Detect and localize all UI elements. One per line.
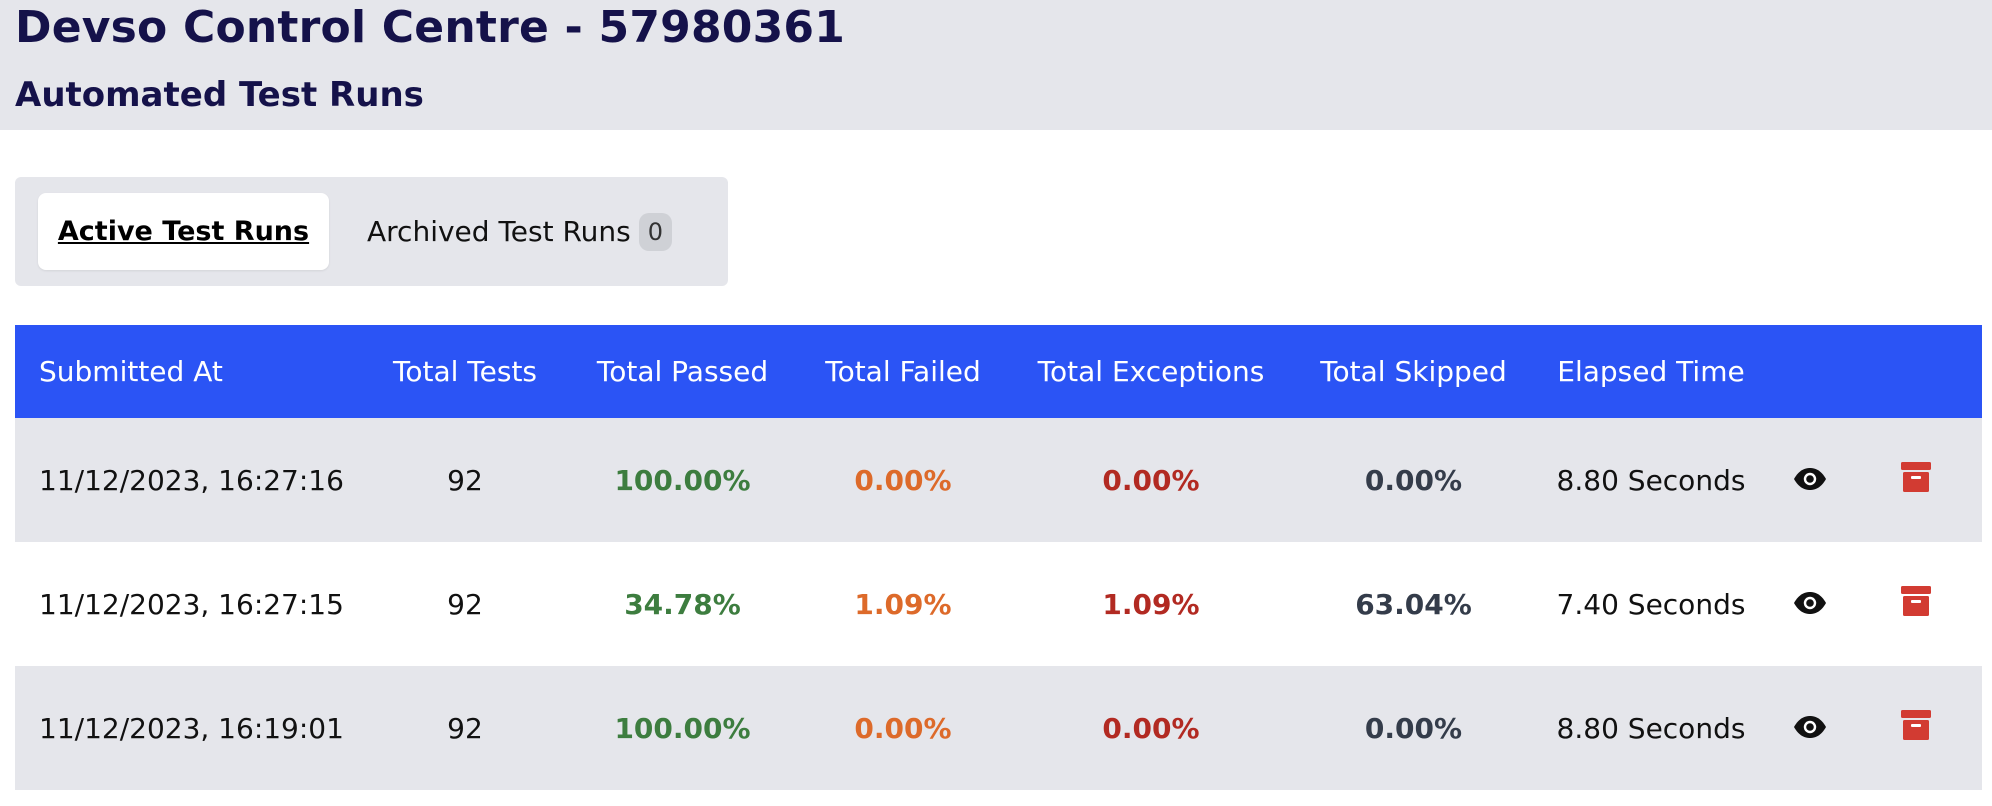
column-header-elapsed-time[interactable]: Elapsed Time bbox=[1557, 355, 1745, 388]
cell-submitted-at: 11/12/2023, 16:19:01 bbox=[39, 711, 344, 745]
column-header-total-tests[interactable]: Total Tests bbox=[392, 355, 538, 388]
tab-bar: Active Test Runs Archived Test Runs 0 bbox=[15, 177, 728, 286]
eye-icon[interactable] bbox=[1793, 591, 1827, 614]
cell-total-tests: 92 bbox=[447, 587, 483, 621]
cell-total-tests: 92 bbox=[447, 463, 483, 497]
app-title: Devso Control Centre - 57980361 bbox=[15, 2, 846, 53]
page-header: Devso Control Centre - 57980361 Automate… bbox=[0, 0, 1992, 130]
cell-archive-action bbox=[1849, 418, 1982, 542]
column-header-archive bbox=[1849, 325, 1982, 418]
cell-total-failed: 0.00% bbox=[854, 463, 952, 497]
cell-total-exceptions: 0.00% bbox=[1102, 711, 1200, 745]
column-header-total-skipped[interactable]: Total Skipped bbox=[1320, 355, 1507, 388]
tab-label: Active Test Runs bbox=[57, 216, 310, 247]
table-header-row: Submitted At Total Tests Total Passed To… bbox=[15, 325, 1982, 418]
cell-view-action bbox=[1771, 666, 1849, 790]
table-row[interactable]: 11/12/2023, 16:27:16 92 100.00% 0.00% 0.… bbox=[15, 418, 1982, 542]
cell-view-action bbox=[1771, 542, 1849, 666]
table-row[interactable]: 11/12/2023, 16:27:15 92 34.78% 1.09% 1.0… bbox=[15, 542, 1982, 666]
tab-active-test-runs[interactable]: Active Test Runs bbox=[38, 193, 329, 270]
test-runs-table: Submitted At Total Tests Total Passed To… bbox=[15, 325, 1982, 790]
column-header-submitted-at[interactable]: Submitted At bbox=[39, 355, 223, 388]
table-row[interactable]: 11/12/2023, 16:19:01 92 100.00% 0.00% 0.… bbox=[15, 666, 1982, 790]
archive-icon[interactable] bbox=[1900, 461, 1931, 492]
cell-total-passed: 100.00% bbox=[614, 463, 751, 497]
column-header-total-failed[interactable]: Total Failed bbox=[825, 355, 981, 388]
eye-icon[interactable] bbox=[1793, 467, 1827, 490]
cell-archive-action bbox=[1849, 666, 1982, 790]
cell-total-passed: 34.78% bbox=[624, 587, 741, 621]
cell-submitted-at: 11/12/2023, 16:27:15 bbox=[39, 587, 344, 621]
cell-total-skipped: 0.00% bbox=[1364, 463, 1463, 497]
cell-total-exceptions: 0.00% bbox=[1102, 463, 1200, 497]
column-header-view bbox=[1771, 325, 1849, 418]
page-subtitle: Automated Test Runs bbox=[15, 75, 424, 115]
tab-archived-test-runs[interactable]: Archived Test Runs 0 bbox=[367, 193, 673, 270]
eye-icon[interactable] bbox=[1793, 715, 1827, 738]
cell-elapsed-time: 8.80 Seconds bbox=[1556, 711, 1746, 745]
cell-elapsed-time: 8.80 Seconds bbox=[1556, 463, 1746, 497]
cell-total-tests: 92 bbox=[447, 711, 483, 745]
cell-elapsed-time: 7.40 Seconds bbox=[1556, 587, 1746, 621]
cell-total-skipped: 0.00% bbox=[1364, 711, 1463, 745]
cell-total-failed: 0.00% bbox=[854, 711, 952, 745]
cell-total-failed: 1.09% bbox=[854, 587, 952, 621]
cell-submitted-at: 11/12/2023, 16:27:16 bbox=[39, 463, 344, 497]
archive-icon[interactable] bbox=[1900, 585, 1931, 616]
column-header-total-passed[interactable]: Total Passed bbox=[596, 355, 769, 388]
cell-total-skipped: 63.04% bbox=[1355, 587, 1472, 621]
cell-archive-action bbox=[1849, 542, 1982, 666]
cell-view-action bbox=[1771, 418, 1849, 542]
tab-label: Archived Test Runs bbox=[367, 215, 631, 248]
archive-icon[interactable] bbox=[1900, 709, 1931, 740]
tab-count-badge: 0 bbox=[638, 212, 673, 251]
cell-total-exceptions: 1.09% bbox=[1102, 587, 1200, 621]
cell-total-passed: 100.00% bbox=[614, 711, 751, 745]
column-header-total-exceptions[interactable]: Total Exceptions bbox=[1037, 355, 1265, 388]
